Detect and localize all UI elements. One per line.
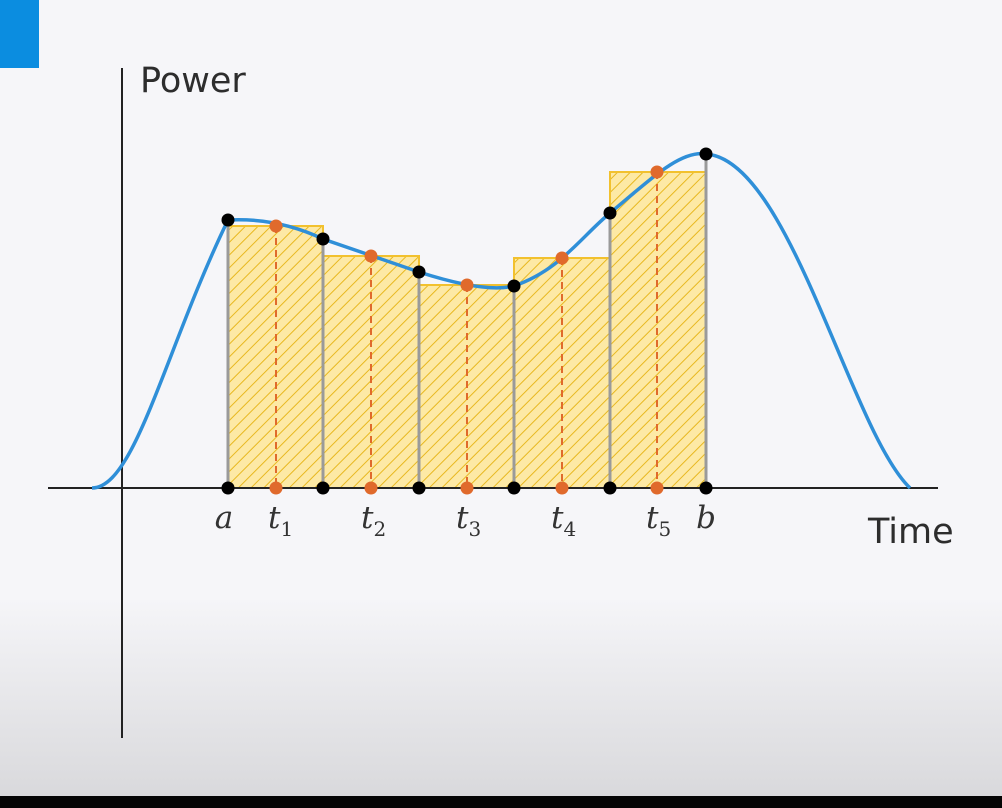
tick-label-t2: t2 <box>361 500 386 541</box>
partition-point-axis-4 <box>603 481 617 495</box>
partition-point-axis-3 <box>507 481 521 495</box>
partition-point-axis-5 <box>699 481 713 495</box>
x-axis-label: Time <box>867 512 954 552</box>
corner-accent-tab <box>0 0 39 68</box>
sample-point-curve-t3 <box>460 278 474 292</box>
partition-point-axis-2 <box>412 481 426 495</box>
bottom-bar <box>0 796 1002 808</box>
power-curve <box>91 151 912 490</box>
partition-point-axis-1 <box>316 481 330 495</box>
partition-point-axis-0 <box>221 481 235 495</box>
sample-point-axis-t4 <box>555 481 569 495</box>
partition-point-curve-0 <box>221 213 235 227</box>
sample-point-curve-t2 <box>364 249 378 263</box>
partition-point-curve-5 <box>699 147 713 161</box>
curve-points <box>221 147 713 495</box>
sample-point-axis-t3 <box>460 481 474 495</box>
partition-point-curve-4 <box>603 206 617 220</box>
sample-point-axis-t5 <box>650 481 664 495</box>
sample-point-axis-t2 <box>364 481 378 495</box>
partition-point-curve-1 <box>316 232 330 246</box>
tick-label-t3: t3 <box>456 500 481 541</box>
tick-label-t4: t4 <box>551 500 576 541</box>
y-axis-label: Power <box>140 61 246 101</box>
tick-label-t1: t1 <box>268 500 293 541</box>
tick-label-b: b <box>696 500 716 536</box>
partition-point-curve-3 <box>507 279 521 293</box>
sample-lines <box>275 172 658 488</box>
tick-label-a: a <box>215 500 233 536</box>
sample-point-axis-t1 <box>269 481 283 495</box>
sample-point-curve-t4 <box>555 251 569 265</box>
partition-point-curve-2 <box>412 265 426 279</box>
tick-label-t5: t5 <box>646 500 671 541</box>
slide-bottom-shade <box>0 600 1002 796</box>
sample-point-curve-t1 <box>269 219 283 233</box>
sample-point-curve-t5 <box>650 165 664 179</box>
